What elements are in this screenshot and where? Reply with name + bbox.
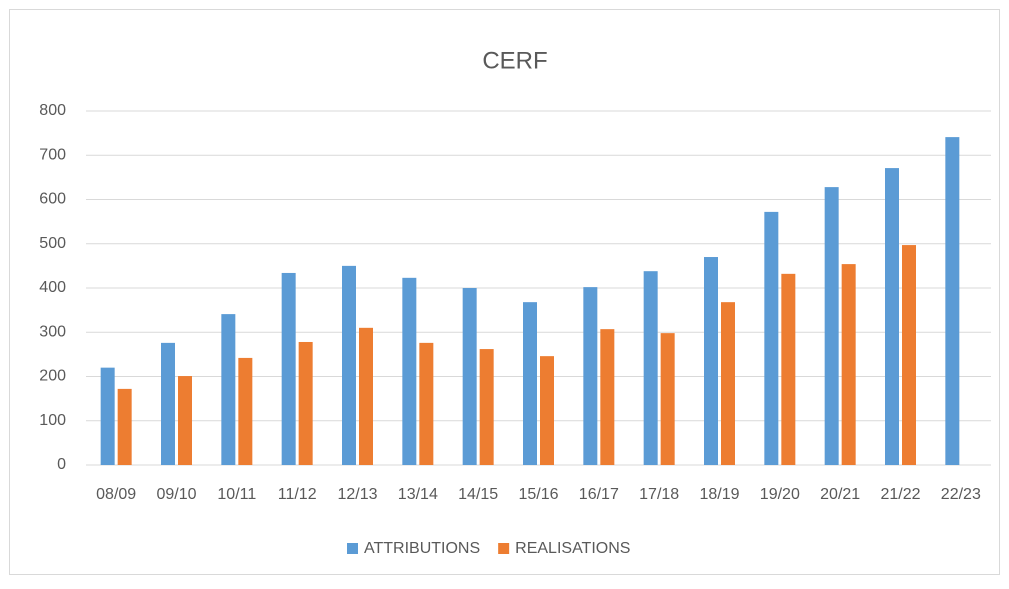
- x-tick-label: 13/14: [398, 486, 438, 503]
- x-tick-label: 08/09: [96, 486, 136, 503]
- x-tick-label: 18/19: [699, 486, 739, 503]
- bar: [660, 333, 675, 465]
- bar: [402, 277, 417, 465]
- y-tick-label: 800: [39, 102, 66, 119]
- bar: [298, 341, 313, 465]
- y-tick-label: 700: [39, 146, 66, 163]
- bar: [781, 273, 796, 465]
- bar: [281, 272, 296, 465]
- x-tick-label: 10/11: [217, 486, 256, 503]
- bar: [479, 349, 494, 465]
- bar: [342, 265, 356, 465]
- bar: [902, 245, 916, 465]
- bar: [945, 137, 960, 466]
- bar: [523, 302, 537, 465]
- bar: [462, 288, 477, 465]
- y-tick-label: 500: [39, 235, 66, 252]
- bar: [359, 327, 373, 465]
- bar: [238, 357, 253, 465]
- legend-swatch: [498, 543, 510, 554]
- y-tick-label: 200: [39, 368, 66, 385]
- legend-swatch: [347, 543, 358, 554]
- x-tick-label: 16/17: [579, 486, 619, 503]
- x-tick-label: 22/23: [941, 486, 981, 503]
- bar: [721, 302, 735, 465]
- legend-label: REALISATIONS: [515, 540, 630, 557]
- y-tick-label: 100: [39, 412, 66, 429]
- bar: [824, 187, 839, 466]
- bar: [600, 329, 615, 465]
- y-tick-label: 400: [39, 279, 66, 296]
- x-tick-label: 17/18: [639, 486, 679, 503]
- chart-title: CERF: [482, 47, 547, 74]
- x-tick-label: 21/22: [880, 486, 920, 503]
- bar: [540, 356, 554, 465]
- bar: [885, 168, 899, 465]
- x-tick-label: 11/12: [278, 486, 317, 503]
- y-tick-label: 600: [39, 191, 66, 208]
- bar: [583, 287, 598, 465]
- x-tick-label: 09/10: [156, 486, 196, 503]
- bar: [764, 211, 779, 465]
- bar: [841, 264, 856, 465]
- bar: [161, 342, 175, 465]
- bar: [100, 367, 115, 465]
- x-tick-label: 19/20: [760, 486, 800, 503]
- bar: [643, 271, 658, 465]
- bar: [704, 257, 718, 465]
- x-tick-label: 20/21: [820, 486, 860, 503]
- bar: [178, 376, 192, 465]
- x-tick-label: 15/16: [518, 486, 558, 503]
- bar: [221, 314, 236, 465]
- x-tick-label: 12/13: [337, 486, 377, 503]
- bar: [117, 388, 132, 465]
- y-tick-label: 0: [57, 456, 66, 473]
- x-tick-label: 14/15: [458, 486, 498, 503]
- legend-label: ATTRIBUTIONS: [364, 540, 480, 557]
- y-tick-label: 300: [39, 323, 66, 340]
- bar: [419, 342, 434, 465]
